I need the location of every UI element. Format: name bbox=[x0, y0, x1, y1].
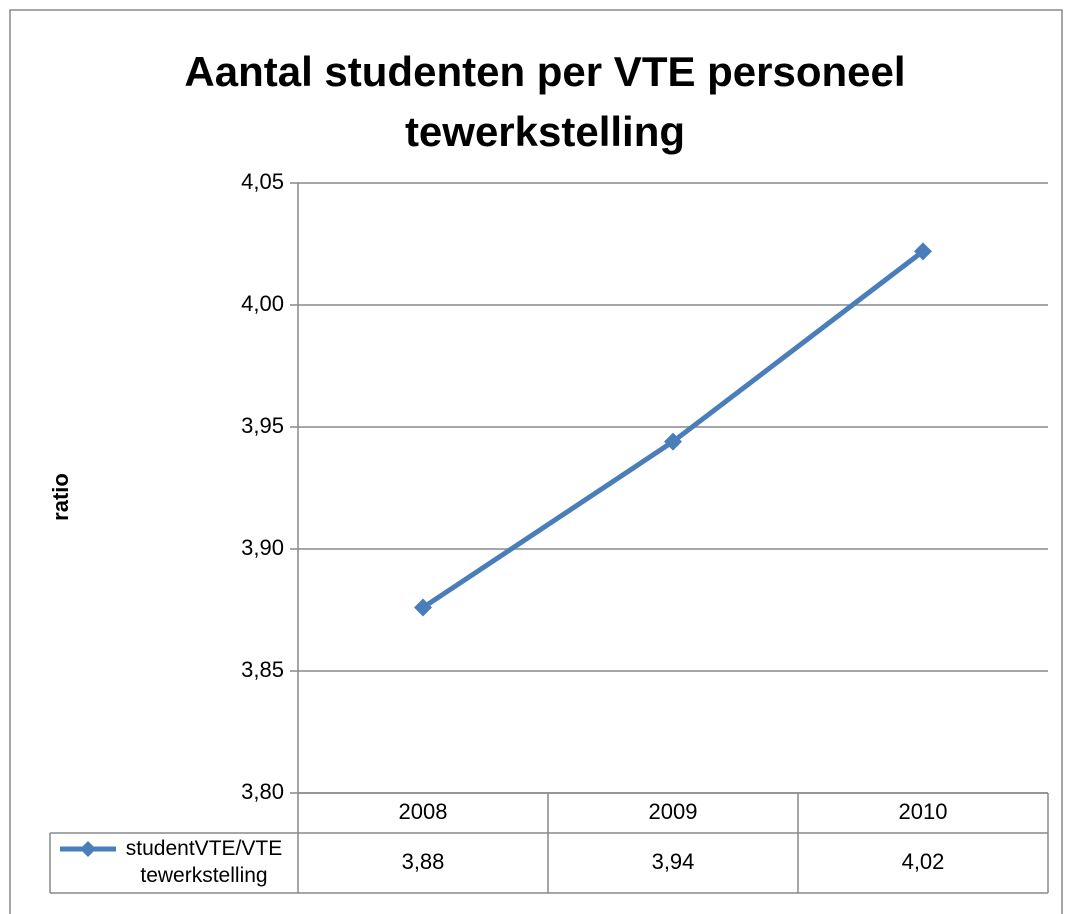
legend-marker bbox=[80, 841, 96, 857]
title-box: Aantal studenten per VTE personeel tewer… bbox=[184, 48, 906, 155]
legend-box: studentVTE/VTE tewerkstelling bbox=[125, 837, 283, 887]
marker bbox=[664, 432, 682, 451]
y-tick-label: 4,00 bbox=[241, 291, 284, 316]
table-value: 4,02 bbox=[902, 849, 945, 874]
chart-border bbox=[9, 9, 1063, 914]
y-tick-label: 3,85 bbox=[241, 657, 284, 682]
x-tick-label: 2009 bbox=[649, 799, 698, 824]
y-tick-label: 3,95 bbox=[241, 413, 284, 438]
table-value: 3,94 bbox=[652, 849, 695, 874]
table-value: 3,88 bbox=[402, 849, 445, 874]
chart-title: Aantal studenten per VTE personeel tewer… bbox=[184, 48, 906, 155]
legend-label: studentVTE/VTE tewerkstelling bbox=[125, 837, 283, 887]
y-tick-label: 3,80 bbox=[241, 779, 284, 804]
y-axis-label: ratio bbox=[48, 473, 73, 521]
x-tick-label: 2008 bbox=[399, 799, 448, 824]
marker bbox=[914, 242, 932, 261]
y-tick-label: 4,05 bbox=[241, 169, 284, 194]
marker bbox=[414, 598, 432, 617]
x-tick-label: 2010 bbox=[899, 799, 948, 824]
y-tick-label: 3,90 bbox=[241, 535, 284, 560]
